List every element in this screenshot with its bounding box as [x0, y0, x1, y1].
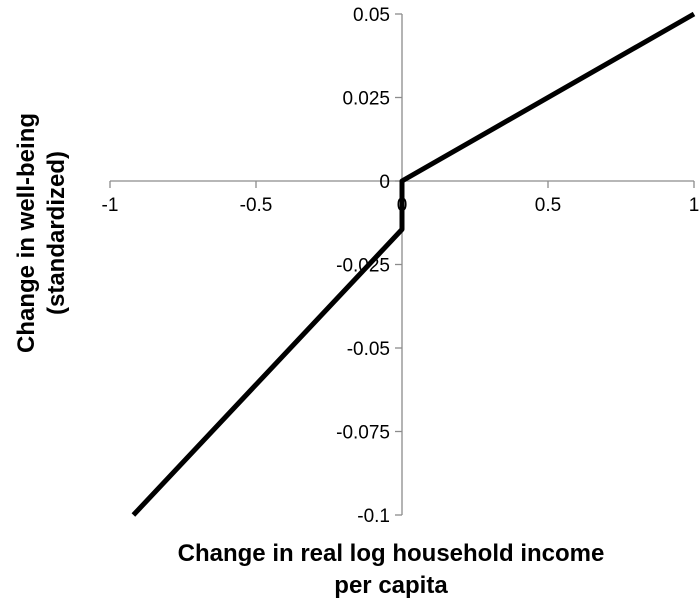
y-tick-label: 0.05 — [353, 5, 390, 26]
x-tick-label: 1 — [689, 195, 700, 216]
y-axis-ticks: 0.05 0.025 0 -0.025 -0.05 -0.075 -0.1 — [336, 5, 402, 527]
x-tick-label: -0.5 — [240, 195, 273, 216]
x-axis-title-line-1: Change in real log household income — [178, 540, 605, 567]
y-tick-label: 0 — [379, 172, 390, 193]
x-axis-title-line-2: per capita — [334, 572, 448, 599]
y-tick-label: -0.075 — [336, 423, 390, 444]
x-tick-label: 0.5 — [535, 195, 561, 216]
y-axis-title-line-2: (standardized) — [43, 151, 70, 315]
y-axis-title-line-1: Change in well-being — [13, 113, 40, 353]
y-tick-label: 0.025 — [342, 89, 390, 110]
series-group — [131, 11, 696, 517]
series-line — [131, 11, 696, 517]
y-tick-label: -0.1 — [357, 506, 390, 527]
y-tick-label: -0.025 — [336, 256, 390, 277]
x-tick-label: -1 — [102, 195, 119, 216]
y-tick-label: -0.05 — [347, 339, 390, 360]
